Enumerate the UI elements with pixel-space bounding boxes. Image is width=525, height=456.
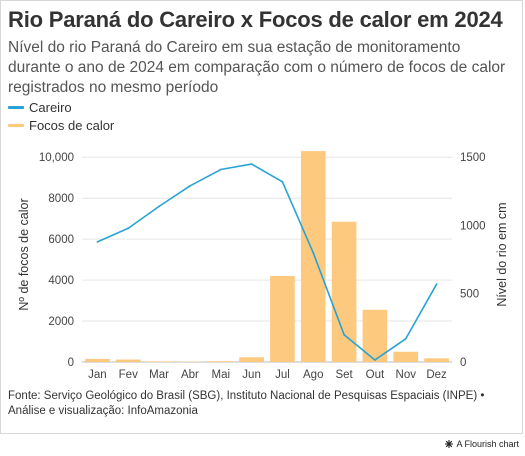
point-careiro-jul — [281, 180, 284, 183]
credit-text: A Flourish chart — [456, 439, 519, 449]
y-right-tick-label: 1000 — [460, 220, 486, 232]
bar-focos-nov — [393, 351, 419, 362]
point-careiro-mai — [219, 168, 222, 171]
chart-frame — [0, 0, 523, 434]
point-careiro-mar — [158, 205, 160, 208]
chart-subtitle: Nível do rio Paraná do Careiro em sua es… — [8, 39, 506, 96]
x-tick-label: Fev — [119, 369, 138, 381]
x-tick-label: Out — [366, 369, 385, 381]
legend-item-focos[interactable]: Focos de calor — [8, 118, 114, 133]
x-tick-label: Jul — [275, 369, 290, 381]
y-left-tick-label: 10,000 — [39, 152, 74, 164]
x-tick-label: Abr — [181, 369, 199, 381]
x-tick-label: Jan — [88, 369, 107, 381]
point-careiro-ago — [312, 251, 315, 254]
bar-focos-fev — [115, 359, 141, 362]
point-careiro-out — [374, 359, 376, 361]
point-careiro-fev — [127, 227, 130, 230]
legend-swatch-bar — [8, 124, 24, 127]
bar-focos-mai — [208, 361, 234, 362]
x-tick-label: Set — [335, 369, 353, 381]
combo-chart: 0 2000 4000 6000 8000 10,000 0 500 1000 1500 Jan Fe… — [17, 151, 509, 381]
bar-focos-ago — [300, 151, 326, 362]
x-tick-label: Dez — [426, 369, 447, 381]
y-left-tick-label: 0 — [68, 357, 74, 369]
bar-focos-set — [331, 221, 357, 362]
point-careiro-set — [343, 333, 345, 336]
y-left-tick-label: 4000 — [48, 275, 74, 287]
y-left-tick-label: 2000 — [48, 316, 74, 328]
y-left-tick-label: 6000 — [48, 234, 74, 246]
y-right-tick-label: 0 — [460, 357, 466, 369]
y-right-tick-label: 1500 — [460, 152, 486, 164]
source-note: Fonte: Serviço Geológico do Brasil (SBG)… — [8, 390, 485, 417]
y-left-axis-title: Nº de focos de calor — [17, 198, 31, 310]
legend-swatch-line — [8, 106, 24, 109]
x-tick-label: Ago — [303, 369, 323, 381]
x-tick-label: Jun — [242, 369, 261, 381]
bar-focos-jul — [270, 276, 295, 362]
point-careiro-dez — [435, 283, 438, 286]
flourish-logo-icon — [445, 440, 454, 448]
x-tick-label: Nov — [396, 369, 417, 381]
x-tick-label: Mar — [149, 369, 169, 381]
bar-focos-dez — [424, 358, 449, 362]
legend-label: Careiro — [29, 100, 72, 115]
bar-focos-jan — [85, 358, 110, 362]
point-careiro-jan — [96, 240, 99, 243]
y-left-tick-label: 8000 — [48, 193, 74, 205]
chart-title: Rio Paraná do Careiro x Focos de calor e… — [8, 7, 503, 32]
legend-item-careiro[interactable]: Careiro — [8, 100, 72, 115]
line-careiro — [97, 163, 438, 361]
x-tick-label: Mai — [211, 369, 230, 381]
bar-focos-jun — [239, 357, 264, 362]
legend-label: Focos de calor — [29, 118, 115, 133]
point-careiro-abr — [189, 185, 191, 187]
bar-focos-mar — [146, 361, 172, 362]
y-right-tick-label: 500 — [460, 289, 479, 301]
point-careiro-jun — [250, 163, 253, 165]
point-careiro-nov — [404, 337, 407, 340]
flourish-credit[interactable]: A Flourish chart — [445, 439, 519, 449]
y-right-axis-title: Nível do rio em cm — [495, 202, 509, 306]
